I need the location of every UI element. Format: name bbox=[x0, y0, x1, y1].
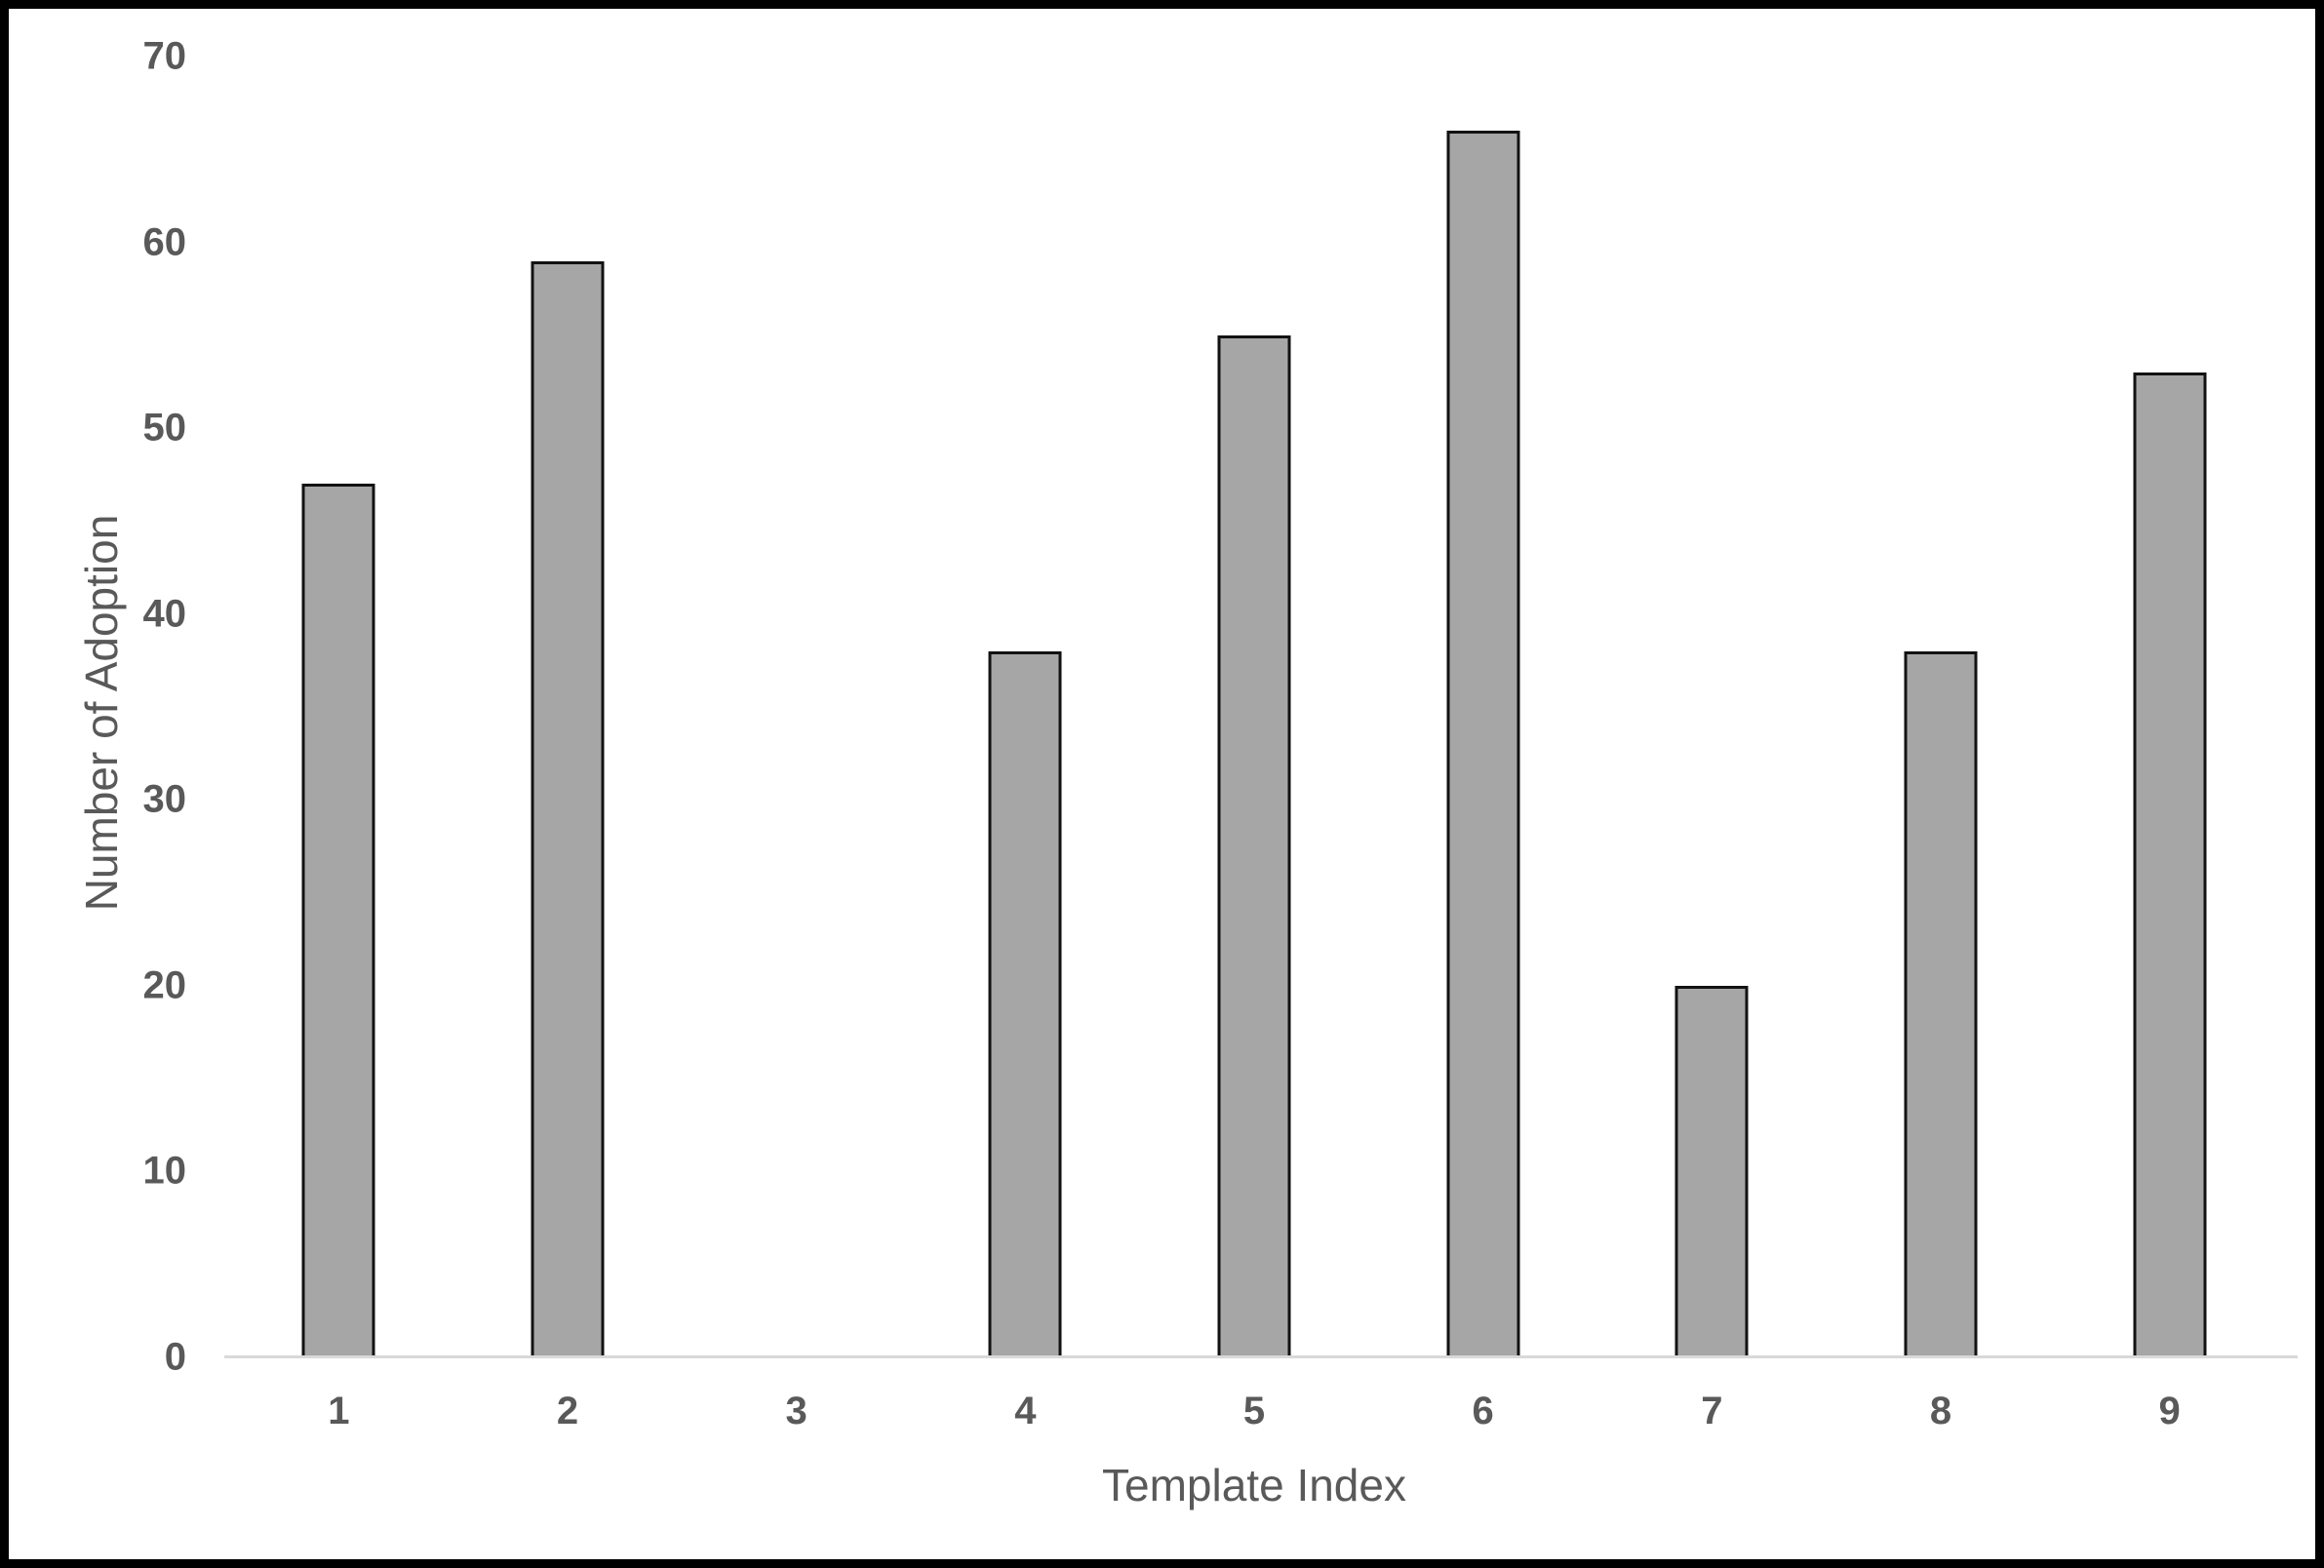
x-tick-label-8: 8 bbox=[1929, 1390, 1952, 1432]
y-tick-label-0: 0 bbox=[164, 1335, 186, 1379]
bar-category-8 bbox=[1904, 650, 1978, 1357]
y-tick-label-40: 40 bbox=[142, 592, 187, 636]
y-axis-tick-labels: 0 10 20 30 40 50 60 70 bbox=[9, 35, 187, 1379]
x-tick-label-7: 7 bbox=[1701, 1390, 1723, 1432]
bar-category-6 bbox=[1446, 131, 1520, 1357]
x-tick-label-9: 9 bbox=[2158, 1390, 2181, 1432]
bar-category-2 bbox=[531, 260, 605, 1357]
y-tick-label-20: 20 bbox=[142, 963, 187, 1007]
x-tick-label-4: 4 bbox=[1014, 1390, 1037, 1432]
plot-area bbox=[224, 57, 2284, 1357]
x-tick-label-6: 6 bbox=[1472, 1390, 1494, 1432]
y-tick-label-30: 30 bbox=[142, 777, 187, 821]
y-tick-label-10: 10 bbox=[142, 1149, 187, 1193]
x-axis-tick-labels: 1 2 3 4 5 6 7 8 9 bbox=[224, 1377, 2284, 1445]
x-tick-label-2: 2 bbox=[556, 1390, 579, 1432]
y-tick-label-50: 50 bbox=[142, 406, 187, 450]
x-tick-label-5: 5 bbox=[1242, 1390, 1266, 1432]
x-axis-line bbox=[224, 1355, 2298, 1358]
bar-category-1 bbox=[301, 484, 375, 1357]
bar-category-9 bbox=[2133, 372, 2207, 1357]
y-tick-label-60: 60 bbox=[142, 220, 187, 264]
x-axis-title: Template Index bbox=[1102, 1460, 1406, 1510]
x-tick-label-3: 3 bbox=[785, 1390, 807, 1432]
bar-category-5 bbox=[1217, 334, 1291, 1357]
bar-category-7 bbox=[1674, 985, 1749, 1357]
x-tick-label-1: 1 bbox=[328, 1390, 350, 1432]
bar-category-4 bbox=[988, 650, 1062, 1357]
y-tick-label-70: 70 bbox=[142, 34, 187, 78]
